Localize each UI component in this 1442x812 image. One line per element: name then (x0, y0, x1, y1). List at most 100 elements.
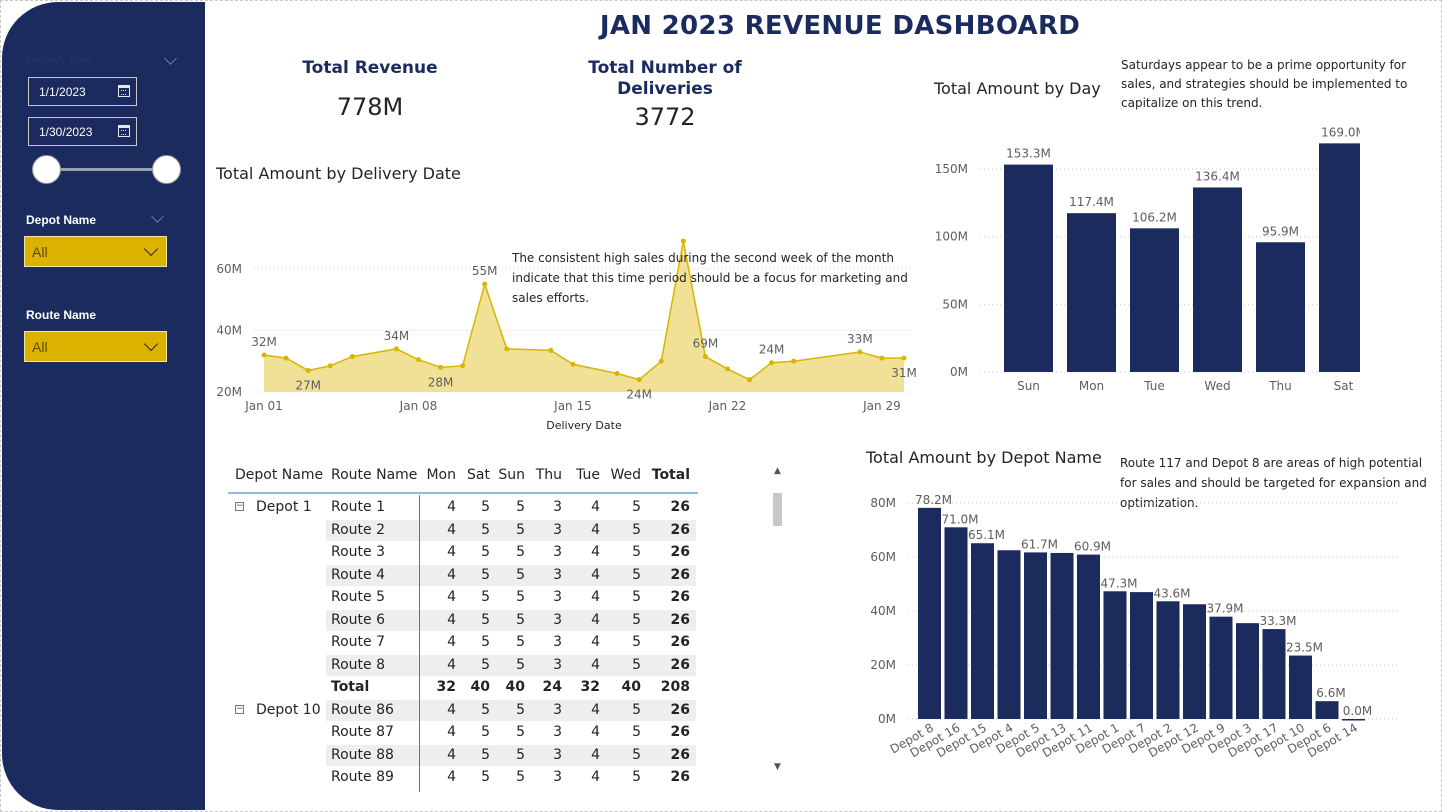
data-point (415, 357, 421, 363)
route-dropdown[interactable]: All (24, 331, 167, 362)
column-header[interactable]: Thu (535, 467, 562, 483)
date-range-slider-track[interactable] (46, 168, 166, 171)
value-cell: 26 (670, 566, 690, 583)
delivery-matrix[interactable]: Depot Name Route Name Mon Sat Sun Thu Tue Wed To… (228, 460, 698, 792)
column-header[interactable]: Sat (467, 467, 490, 483)
delivery-date-slicer-title: Delivery Date (26, 54, 93, 66)
note-line: optimization. (1120, 496, 1199, 510)
date-range-end-handle[interactable] (152, 155, 181, 184)
dashboard-title: JAN 2023 REVENUE DASHBOARD (599, 11, 1081, 41)
data-point (570, 361, 576, 367)
scroll-down-icon[interactable]: ▼ (774, 762, 781, 772)
data-point (548, 347, 554, 353)
depot-cell: Depot 10 (256, 701, 321, 718)
value-cell: 26 (670, 656, 690, 673)
depot-dropdown-value: All (32, 244, 48, 260)
depot-dropdown[interactable]: All (24, 236, 167, 267)
data-label: 33M (847, 332, 873, 346)
bar (1209, 616, 1233, 719)
bar (1256, 242, 1305, 372)
value-cell: 26 (670, 634, 690, 650)
collapse-icon[interactable]: − (235, 703, 244, 714)
calendar-icon[interactable] (118, 125, 130, 137)
value-cell: 5 (481, 746, 490, 763)
day-chart-title: Total Amount by Day (934, 79, 1101, 98)
data-label: 69M (693, 337, 719, 351)
y-tick-label: 20M (216, 385, 242, 399)
value-cell: 5 (516, 634, 525, 650)
data-label: 153.3M (1006, 147, 1051, 161)
data-label: 106.2M (1132, 210, 1177, 224)
row-band (326, 519, 696, 541)
value-cell: 5 (481, 634, 490, 650)
data-point (658, 358, 664, 364)
column-header[interactable]: Route Name (331, 467, 418, 483)
value-cell: 5 (632, 701, 641, 718)
start-date-input[interactable]: 1/1/2023 (28, 77, 137, 106)
value-cell: 4 (591, 701, 600, 718)
column-header[interactable]: Wed (610, 467, 641, 483)
value-cell: 26 (670, 769, 690, 785)
matrix-row: Route 8 4 5 5 3 4 5 26 (228, 654, 698, 677)
bar (1004, 164, 1053, 372)
data-label: 23.5M (1286, 641, 1323, 655)
collapse-icon[interactable]: − (235, 501, 244, 511)
value-cell: 40 (621, 679, 641, 695)
value-cell: 4 (591, 544, 600, 560)
chevron-down-icon[interactable] (143, 336, 159, 352)
bar (1024, 552, 1047, 719)
bar (944, 527, 968, 719)
day-bar-chart[interactable]: 0M 50M 100M 150M 153.3M Sun 117.4M Mon 106.2M Tue… (920, 112, 1360, 402)
value-cell: 26 (670, 724, 690, 740)
column-header[interactable]: Tue (576, 467, 600, 483)
bar (1315, 701, 1339, 719)
data-label: 24M (759, 343, 785, 357)
value-cell: 5 (632, 634, 641, 650)
value-cell: 4 (447, 589, 456, 605)
delivery-date-area-chart[interactable]: 20M 40M 60M 32M 27M 34M 28M 55M 24M 69M 24M 33M 31M J… (206, 190, 916, 440)
value-cell: 208 (660, 679, 690, 695)
column-header[interactable]: Sun (498, 467, 525, 483)
value-cell: 4 (591, 634, 600, 650)
value-cell: 3 (553, 544, 562, 560)
bar (1130, 592, 1153, 719)
value-cell: 5 (516, 566, 525, 583)
matrix-header: Depot Name Route Name Mon Sat Sun Thu Tue Wed To… (228, 460, 698, 494)
value-cell: 5 (516, 544, 525, 560)
date-range-start-handle[interactable] (32, 155, 61, 184)
x-tick-label: Jan 22 (708, 399, 747, 413)
data-point (349, 354, 355, 360)
matrix-scrollbar-thumb[interactable] (773, 493, 782, 526)
route-cell: Total (331, 679, 370, 695)
value-cell: 4 (447, 769, 456, 785)
column-header[interactable]: Mon (426, 467, 456, 483)
bar (1130, 228, 1179, 372)
route-cell: Route 88 (331, 746, 394, 763)
data-label: 60.9M (1074, 540, 1111, 554)
column-header[interactable]: Total (651, 467, 690, 483)
bar (1067, 213, 1116, 372)
value-cell: 5 (481, 544, 490, 560)
calendar-icon[interactable] (118, 85, 130, 97)
value-cell: 4 (591, 589, 600, 605)
depot-note: Route 117 and Depot 8 are areas of high … (1120, 453, 1427, 513)
chevron-down-icon[interactable] (143, 241, 159, 257)
value-cell: 5 (632, 566, 641, 583)
note-line: Saturdays appear to be a prime opportuni… (1121, 58, 1407, 72)
matrix-subtotal-row: Total 32 40 40 24 32 40 208 (228, 676, 698, 699)
depot-cell: Depot 1 (256, 499, 312, 515)
delivery-date-chart-title: Total Amount by Delivery Date (216, 164, 461, 183)
end-date-input[interactable]: 1/30/2023 (28, 117, 137, 146)
data-point (614, 371, 620, 377)
depot-slicer-title: Depot Name (26, 213, 97, 227)
column-header[interactable]: Depot Name (235, 467, 324, 483)
x-axis-title: Delivery Date (546, 419, 622, 432)
data-label: 27M (295, 378, 321, 392)
value-cell: 4 (447, 521, 456, 538)
x-tick-label: Thu (1268, 379, 1292, 393)
y-tick-label: 100M (935, 230, 968, 244)
bar (1193, 187, 1242, 372)
data-point (879, 355, 885, 361)
scroll-up-icon[interactable]: ▲ (774, 466, 781, 476)
